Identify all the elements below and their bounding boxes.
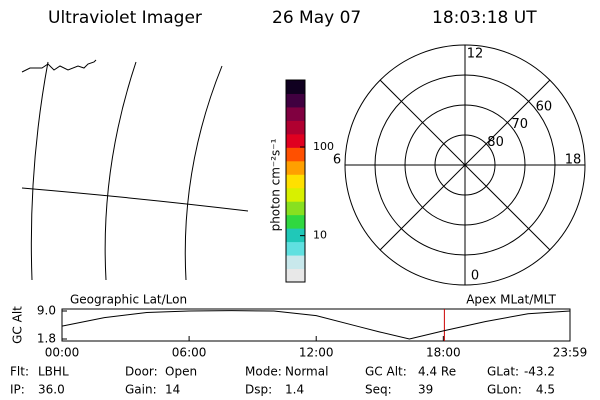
colorbar-cell <box>286 174 305 189</box>
colorbar-cell <box>286 147 305 162</box>
info-label: Seq: <box>365 383 392 397</box>
colorbar-cell <box>286 255 305 270</box>
y-tick-label: 1.8 <box>37 332 56 346</box>
info-value: 39 <box>418 383 433 397</box>
polar-ring <box>374 74 556 256</box>
info-label: GC Alt: <box>365 365 407 379</box>
colorbar-cell <box>286 133 305 148</box>
polar-spoke <box>379 79 551 251</box>
colorbar-cell <box>286 241 305 256</box>
info-label: Mode: <box>245 365 282 379</box>
info-label: IP: <box>10 383 25 397</box>
info-value: 4.4 Re <box>418 365 456 379</box>
colorbar-cell <box>286 160 305 175</box>
left-label: Geographic Lat/Lon <box>70 293 187 307</box>
colorbar-cell <box>286 228 305 243</box>
mlt-label: 12 <box>467 47 484 62</box>
colorbar-cell <box>286 201 305 216</box>
colorbar-cell <box>286 80 305 94</box>
mlt-label: 0 <box>471 269 479 284</box>
x-tick-label: 12:00 <box>299 346 334 360</box>
colorbar-tick-label: 100 <box>313 140 334 153</box>
info-value: 4.5 <box>536 383 555 397</box>
info-value: -43.2 <box>524 365 555 379</box>
colorbar-label: photon cm⁻²s⁻¹ <box>269 138 283 231</box>
mlt-label: 18 <box>565 153 582 168</box>
right-label: Apex MLat/MLT <box>466 293 556 307</box>
geographic-grid <box>21 59 249 281</box>
info-label: GLon: <box>487 383 522 397</box>
info-label: Dsp: <box>245 383 272 397</box>
time: 18:03:18 UT <box>432 8 537 28</box>
mlt-label: 6 <box>333 153 341 168</box>
info-value: 1.4 <box>285 383 304 397</box>
colorbar-frame <box>285 79 306 283</box>
info-label: Gain: <box>125 383 157 397</box>
info-value: LBHL <box>38 365 69 379</box>
y-label: GC Alt <box>11 306 25 344</box>
info-value: Normal <box>285 365 328 379</box>
x-tick-label: 06:00 <box>172 346 207 360</box>
x-tick-label: 00:00 <box>45 346 80 360</box>
y-tick-label: 9.0 <box>37 304 56 318</box>
date: 26 May 07 <box>272 8 361 28</box>
info-value: 36.0 <box>38 383 65 397</box>
info-value: 14 <box>165 383 180 397</box>
colorbar-cell <box>286 106 305 121</box>
polar-ring <box>404 104 526 226</box>
polar-ring <box>434 134 496 196</box>
x-tick-label: 23:59 <box>553 346 588 360</box>
polar-ring-label: 60 <box>536 99 553 114</box>
info-label: Flt: <box>10 365 29 379</box>
info-label: GLat: <box>487 365 519 379</box>
colorbar-cell <box>286 268 305 283</box>
altitude-line <box>61 310 571 340</box>
polar-ring-label: 70 <box>511 117 528 132</box>
info-label: Door: <box>125 365 158 379</box>
title: Ultraviolet Imager <box>48 8 202 28</box>
colorbar-cell <box>286 120 305 135</box>
x-tick-label: 18:00 <box>426 346 461 360</box>
info-value: Open <box>165 365 197 379</box>
colorbar-cell <box>286 187 305 202</box>
polar-ring-label: 80 <box>487 135 504 150</box>
colorbar-cell <box>286 93 305 108</box>
colorbar-cell <box>286 214 305 229</box>
colorbar-tick-label: 10 <box>313 229 327 242</box>
